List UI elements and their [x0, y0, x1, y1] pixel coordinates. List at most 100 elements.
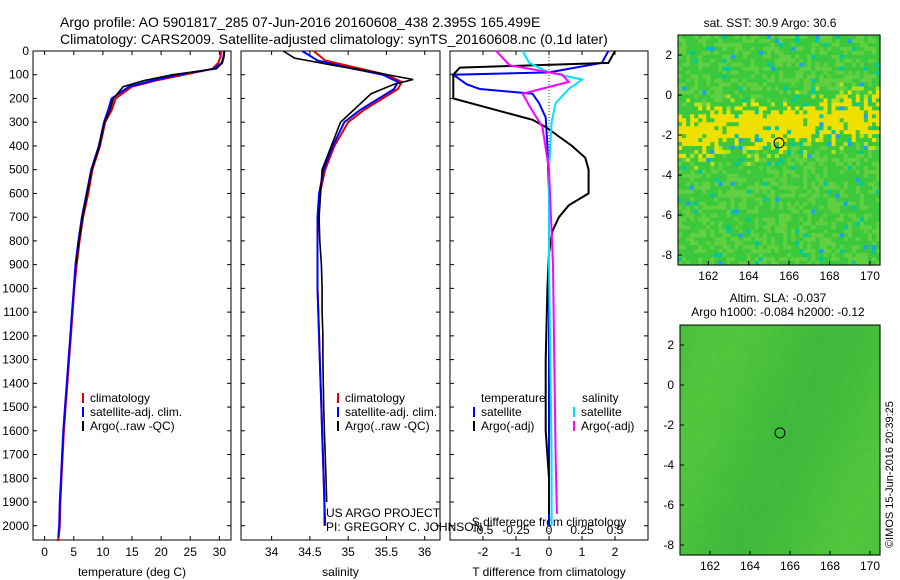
map-cell [732, 340, 737, 346]
map-cell [768, 408, 773, 413]
map-cell [796, 364, 801, 370]
map-cell [783, 177, 788, 183]
map-cell [760, 447, 765, 453]
map-cell [748, 440, 753, 445]
map-cell [772, 372, 777, 378]
map-cell [867, 126, 873, 131]
map-cell [824, 344, 829, 350]
map-cell [823, 126, 829, 131]
map-cell [848, 372, 853, 378]
map-cell [686, 153, 691, 159]
map-cell [811, 118, 816, 123]
map-cell [872, 428, 877, 433]
map-cell [815, 98, 820, 104]
map-cell [742, 70, 748, 76]
map-cell [754, 193, 760, 199]
map-cell [804, 380, 809, 386]
map-cell [686, 134, 691, 139]
map-cell [706, 106, 711, 111]
map-cell [791, 241, 796, 246]
map-cell [831, 50, 837, 56]
map-cell [704, 455, 709, 461]
map-cell [827, 114, 833, 119]
map-cell [694, 86, 699, 92]
map-cell [875, 70, 881, 76]
map-cell [754, 150, 760, 155]
map-cell [871, 221, 877, 226]
map-cell [875, 209, 881, 215]
map-cell [804, 440, 809, 445]
map-cell [868, 428, 873, 433]
map-cell [835, 38, 841, 44]
map-cell [860, 440, 865, 445]
map-cell [750, 261, 756, 266]
map-cell [787, 209, 792, 215]
map-cell [804, 428, 809, 433]
map-cell [868, 455, 873, 461]
map-cell [835, 142, 841, 147]
map-cell [678, 122, 683, 127]
map-cell [835, 181, 841, 187]
map-cell [724, 424, 729, 429]
map-cell [779, 62, 784, 68]
map-cell [718, 35, 724, 40]
map-cell [815, 169, 820, 175]
map-cell [682, 257, 687, 262]
map-cell [792, 380, 797, 386]
map-cell [682, 50, 687, 56]
map-cell [720, 388, 725, 394]
map-cell [856, 440, 861, 445]
map-cell [696, 388, 701, 394]
map-cell [800, 396, 805, 401]
map-cell [750, 249, 756, 254]
map-cell [840, 372, 845, 378]
map-cell [863, 177, 869, 183]
map-cell [760, 467, 765, 473]
map-cell [875, 261, 881, 266]
map-cell [752, 336, 757, 342]
map-cell [734, 42, 740, 48]
map-cell [728, 404, 733, 409]
map-cell [828, 451, 833, 457]
map-cell [708, 400, 713, 405]
map-cell [738, 233, 744, 238]
map-cell [788, 432, 793, 437]
map-cell [766, 106, 772, 111]
map-cell [792, 368, 797, 374]
map-cell [758, 66, 764, 72]
map-cell [803, 42, 808, 48]
map-cell [682, 197, 687, 203]
map-cell [856, 400, 861, 405]
map-cell [714, 177, 719, 183]
map-cell [686, 213, 691, 219]
map-cell [795, 126, 800, 131]
map-cell [742, 229, 748, 234]
map-cell [764, 440, 769, 445]
map-cell [764, 336, 769, 342]
map-cell [836, 332, 841, 338]
map-cell [876, 336, 881, 342]
map-cell [730, 157, 736, 163]
map-cell [792, 348, 797, 354]
map-cell [804, 459, 809, 465]
map-cell [875, 225, 881, 230]
map-cell [847, 94, 853, 100]
map-cell [760, 364, 765, 370]
map-cell [754, 189, 760, 195]
map-cell [819, 257, 825, 262]
map-cell [728, 356, 733, 362]
map-cell [678, 38, 683, 44]
map-cell [784, 352, 789, 358]
map-cell [832, 380, 837, 386]
map-cell [868, 400, 873, 405]
map-cell [855, 58, 861, 64]
map-cell [750, 138, 756, 143]
map-cell [843, 201, 849, 207]
map-cell [803, 126, 808, 131]
map-cell [807, 213, 812, 219]
map-cell [760, 368, 765, 374]
map-cell [742, 169, 748, 175]
map-cell [700, 416, 705, 421]
map-cell [762, 193, 768, 199]
map-cell [770, 225, 776, 230]
